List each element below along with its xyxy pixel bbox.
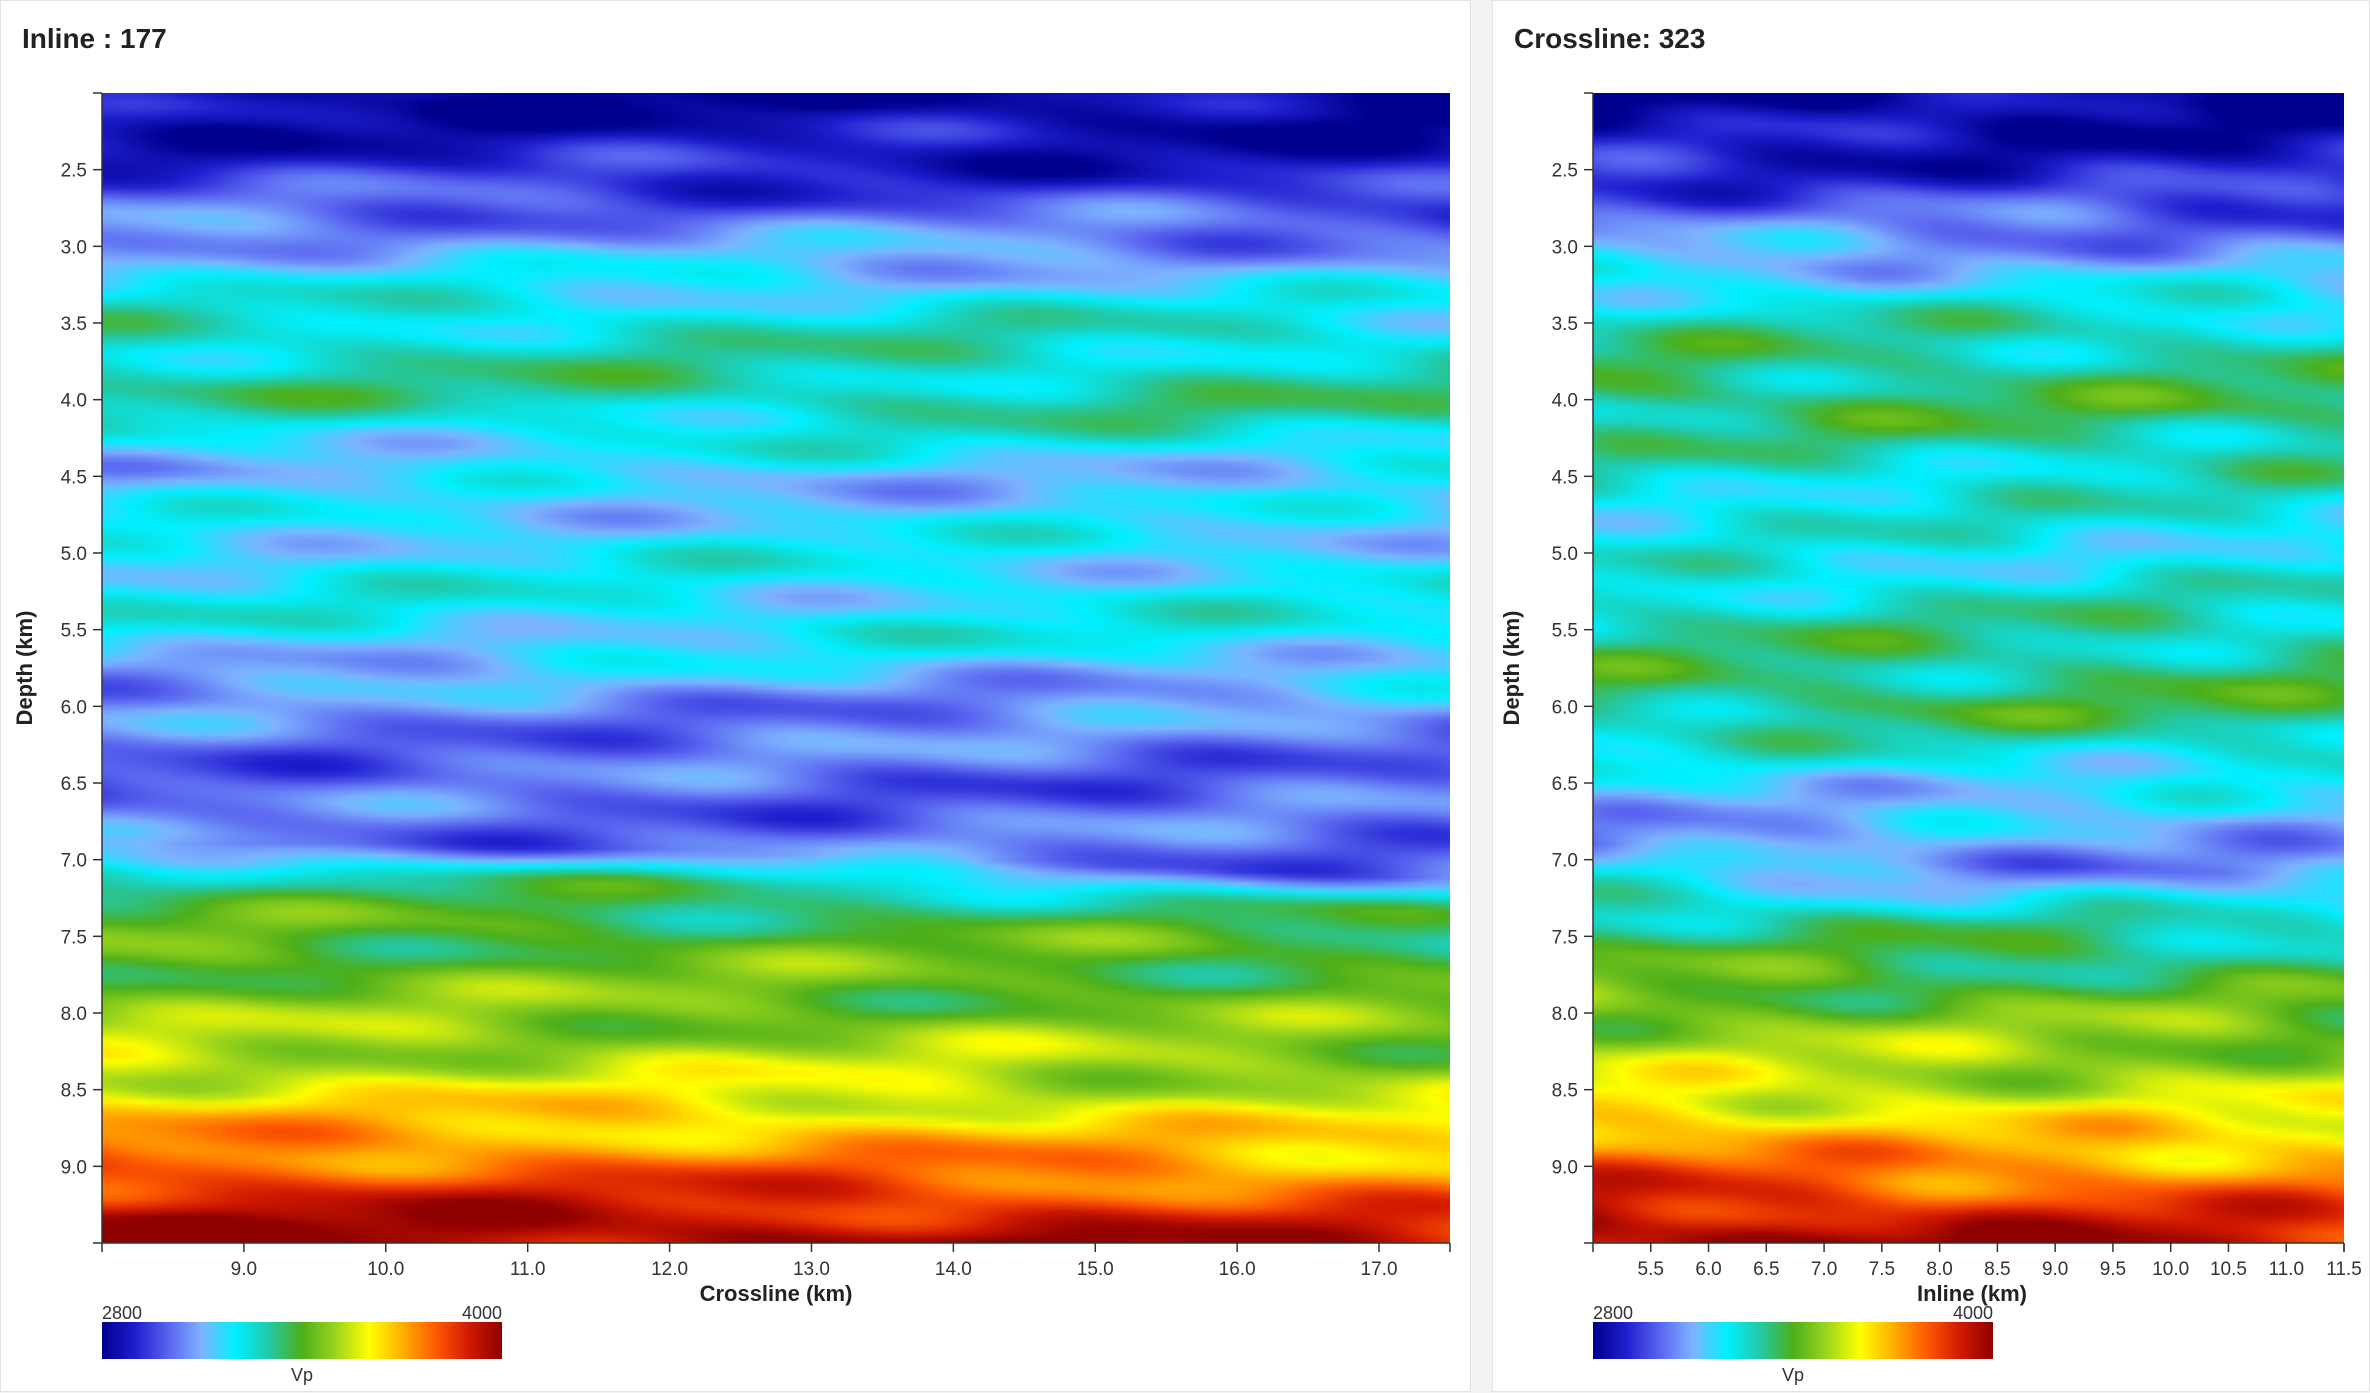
x-tick-label: 9.0 — [231, 1259, 257, 1280]
colorbar: 2800 4000 Vp — [1593, 1303, 1993, 1385]
inline-panel: Inline : 177 9.0 10.0 11.0 12.0 13.0 14.0 15.0… — [0, 0, 1471, 1392]
x-tick-label: 10.0 — [367, 1259, 404, 1280]
x-tick-label: 6.0 — [1695, 1259, 1721, 1280]
y-tick-label: 4.5 — [1552, 467, 1578, 488]
x-tick-label: 6.5 — [1753, 1259, 1779, 1280]
colorbar-min-label: 2800 — [102, 1303, 142, 1323]
x-tick-label: 7.5 — [1869, 1259, 1895, 1280]
y-tick-label: 4.5 — [61, 467, 87, 488]
y-tick-label: 7.0 — [1552, 851, 1578, 872]
x-axis: 5.5 6.0 6.5 7.0 7.5 8.0 8.5 9.0 9.5 10.0 10.5 11.0 1… — [1592, 1242, 2362, 1280]
crossline-panel: Crossline: 323 5.5 6.0 6.5 7.0 7.5 8.0 8.5 9.0 9… — [1492, 0, 2370, 1392]
x-tick-label: 8.0 — [1926, 1259, 1952, 1280]
x-tick-label: 9.5 — [2100, 1259, 2126, 1280]
y-tick-label: 9.0 — [61, 1157, 87, 1178]
x-tick-label: 14.0 — [935, 1259, 972, 1280]
x-tick-label: 10.0 — [2152, 1259, 2189, 1280]
heatmap-plot-area — [1593, 93, 2344, 1243]
colorbar-min-label: 2800 — [1593, 1303, 1633, 1323]
x-tick-label: 11.0 — [510, 1259, 546, 1280]
colorbar-gradient — [1593, 1322, 1993, 1359]
y-axis: 2.5 3.0 3.5 4.0 4.5 5.0 5.5 6.0 6.5 7.0 7.5 8.0 8.5 9… — [1552, 92, 1594, 1244]
x-tick-label: 12.0 — [651, 1259, 688, 1280]
y-tick-label: 3.0 — [61, 237, 87, 258]
y-tick-label: 4.0 — [1552, 391, 1578, 412]
y-tick-label: 3.0 — [1552, 237, 1578, 258]
x-tick-label: 8.5 — [1984, 1259, 2010, 1280]
heatmap-plot-area — [102, 93, 1450, 1243]
y-tick-label: 9.0 — [1552, 1157, 1578, 1178]
x-tick-label: 5.5 — [1638, 1259, 1664, 1280]
y-axis-title: Depth (km) — [12, 611, 37, 726]
x-tick-label: 7.0 — [1811, 1259, 1837, 1280]
y-tick-label: 2.5 — [1552, 161, 1578, 182]
colorbar-max-label: 4000 — [1953, 1303, 1993, 1323]
x-tick-label: 11.0 — [2268, 1259, 2304, 1280]
y-tick-label: 7.0 — [61, 851, 87, 872]
x-tick-label: 16.0 — [1219, 1259, 1256, 1280]
y-tick-label: 8.0 — [61, 1004, 87, 1025]
y-tick-label: 3.5 — [1552, 314, 1578, 335]
y-tick-label: 6.5 — [1552, 774, 1578, 795]
y-tick-label: 6.0 — [61, 697, 87, 718]
crossline-chart: 5.5 6.0 6.5 7.0 7.5 8.0 8.5 9.0 9.5 10.0 10.5 11.0 1… — [1499, 92, 2362, 1385]
y-tick-label: 4.0 — [61, 391, 87, 412]
y-tick-label: 2.5 — [61, 161, 87, 182]
inline-chart: 9.0 10.0 11.0 12.0 13.0 14.0 15.0 16.0 17.0 2.5 3… — [12, 92, 1451, 1385]
colorbar-title: Vp — [1782, 1365, 1804, 1385]
x-axis-title: Inline (km) — [1917, 1281, 2027, 1306]
velocity-heatmap — [1593, 93, 2344, 1243]
colorbar-max-label: 4000 — [462, 1303, 502, 1323]
panel-title: Crossline: 323 — [1514, 23, 1706, 54]
x-axis-title: Crossline (km) — [700, 1281, 853, 1306]
y-axis: 2.5 3.0 3.5 4.0 4.5 5.0 5.5 6.0 6.5 7.0 7.5 8.0 8.5 9… — [61, 92, 103, 1244]
x-tick-label: 15.0 — [1077, 1259, 1114, 1280]
y-tick-label: 8.5 — [1552, 1081, 1578, 1102]
colorbar-title: Vp — [291, 1365, 313, 1385]
colorbar-gradient — [102, 1322, 502, 1359]
x-tick-label: 9.0 — [2042, 1259, 2068, 1280]
y-tick-label: 5.0 — [1552, 544, 1578, 565]
y-tick-label: 6.5 — [61, 774, 87, 795]
y-tick-label: 3.5 — [61, 314, 87, 335]
y-tick-label: 8.5 — [61, 1081, 87, 1102]
y-tick-label: 6.0 — [1552, 697, 1578, 718]
y-tick-label: 5.5 — [1552, 621, 1578, 642]
velocity-heatmap — [102, 93, 1450, 1243]
colorbar: 2800 4000 Vp — [102, 1303, 502, 1385]
x-tick-label: 13.0 — [793, 1259, 830, 1280]
y-tick-label: 7.5 — [1552, 927, 1578, 948]
x-axis: 9.0 10.0 11.0 12.0 13.0 14.0 15.0 16.0 17.0 — [101, 1242, 1451, 1280]
y-tick-label: 5.0 — [61, 544, 87, 565]
y-tick-label: 5.5 — [61, 621, 87, 642]
y-axis-title: Depth (km) — [1499, 611, 1524, 726]
y-tick-label: 7.5 — [61, 927, 87, 948]
x-tick-label: 10.5 — [2210, 1259, 2247, 1280]
panel-title: Inline : 177 — [22, 23, 167, 54]
x-tick-label: 11.5 — [2326, 1259, 2362, 1280]
y-tick-label: 8.0 — [1552, 1004, 1578, 1025]
x-tick-label: 17.0 — [1361, 1259, 1398, 1280]
